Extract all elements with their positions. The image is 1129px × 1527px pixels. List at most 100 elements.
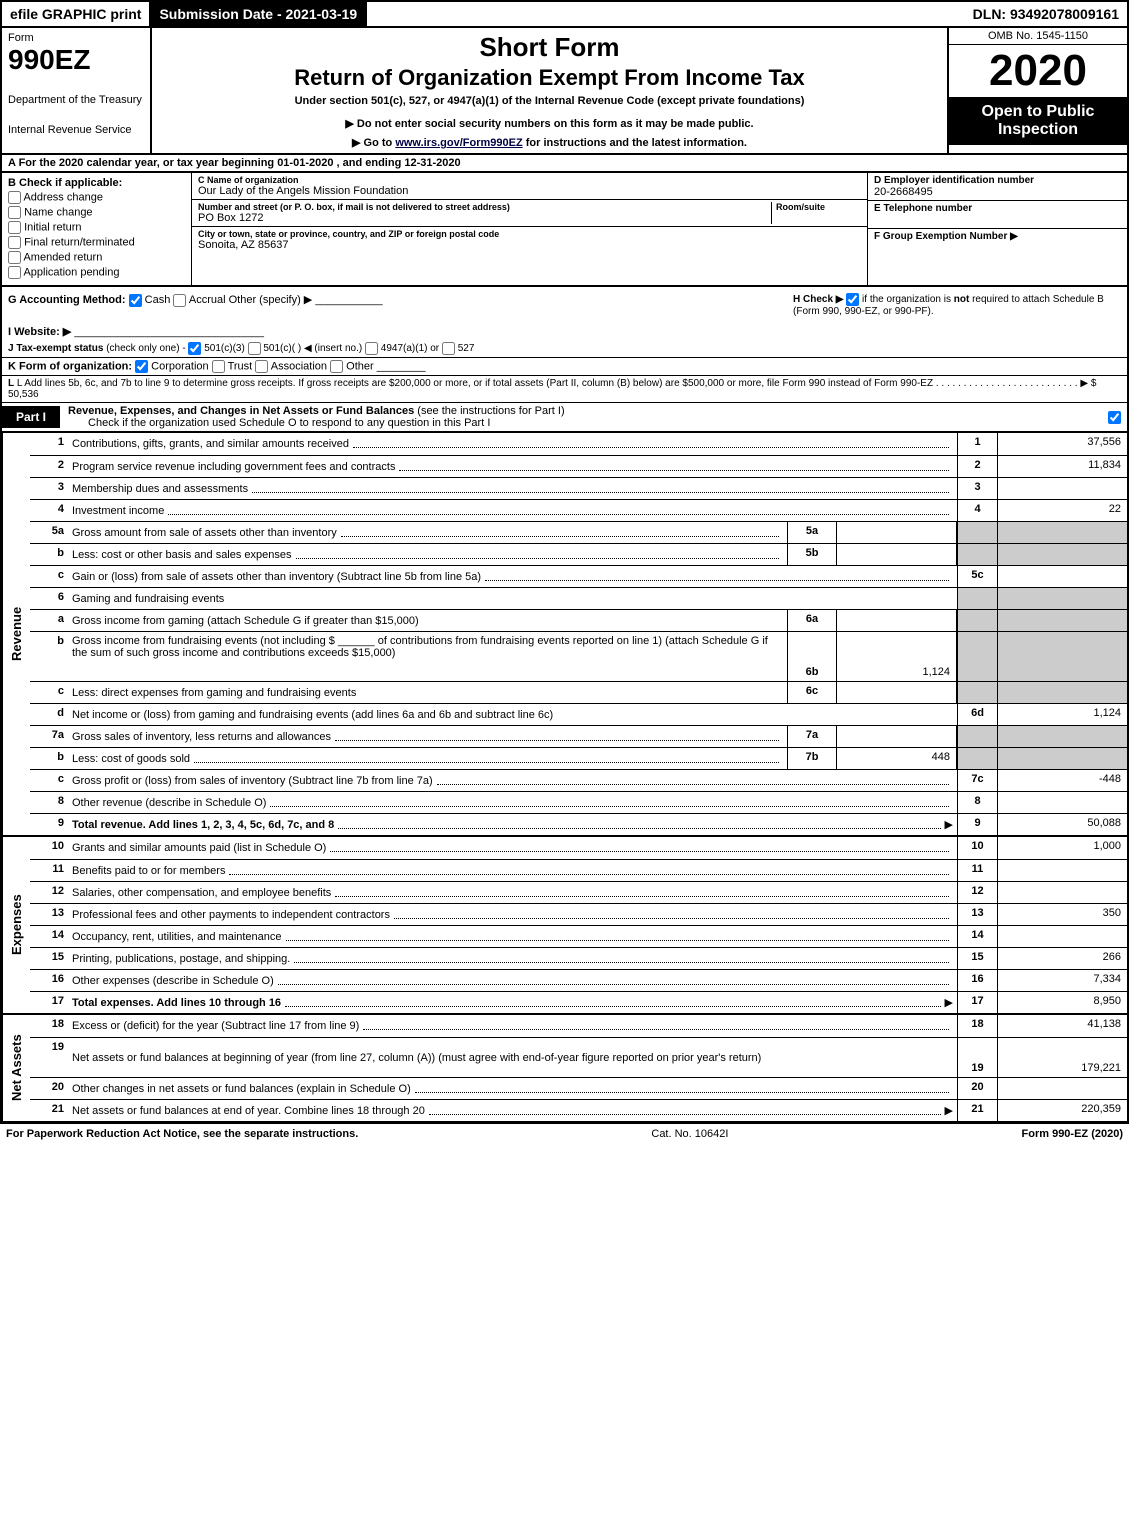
l9-desc: Total revenue. Add lines 1, 2, 3, 4, 5c,… [72,819,334,831]
section-l: L L Add lines 5b, 6c, and 7b to line 9 t… [0,376,1129,403]
chk-address-change[interactable]: Address change [8,191,185,204]
l3-val [997,478,1127,499]
group-exempt-lbl: F Group Exemption Number ▶ [874,231,1121,242]
l4-val: 22 [997,500,1127,521]
l3-rno: 3 [957,478,997,499]
l7b-no: b [30,748,68,769]
l17-no: 17 [30,992,68,1013]
l5a-rval [997,522,1127,543]
l6c-rval [997,682,1127,703]
l5b-rno [957,544,997,565]
l17-rno: 17 [957,992,997,1013]
chk-final-return[interactable]: Final return/terminated [8,236,185,249]
l5a-mval [837,522,957,543]
l6c-mval [837,682,957,703]
l14-val [997,926,1127,947]
l18-no: 18 [30,1015,68,1037]
chk-corp[interactable] [135,360,148,373]
row-a-tax-year: A For the 2020 calendar year, or tax yea… [0,155,1129,173]
chk-accrual[interactable] [173,294,186,307]
l16-desc: Other expenses (describe in Schedule O) [72,975,274,987]
chk-assoc[interactable] [255,360,268,373]
l6a-mid: 6a [787,610,837,631]
subtitle-ssn: ▶ Do not enter social security numbers o… [160,117,939,130]
k-lbl: K Form of organization: [8,360,132,372]
chk-501c[interactable] [248,342,261,355]
chk-initial-return[interactable]: Initial return [8,221,185,234]
efile-label[interactable]: efile GRAPHIC print [2,2,149,26]
line-18: 18Excess or (deficit) for the year (Subt… [30,1015,1127,1037]
subtitle-section: Under section 501(c), 527, or 4947(a)(1)… [160,95,939,107]
ein-cell: D Employer identification number 20-2668… [868,173,1127,201]
line-6c: cLess: direct expenses from gaming and f… [30,681,1127,703]
l8-rno: 8 [957,792,997,813]
l13-rno: 13 [957,904,997,925]
l18-rno: 18 [957,1015,997,1037]
line-21: 21Net assets or fund balances at end of … [30,1099,1127,1121]
chk-application-pending[interactable]: Application pending [8,266,185,279]
l15-desc: Printing, publications, postage, and shi… [72,953,290,965]
chk-name-change[interactable]: Name change [8,206,185,219]
l4-desc: Investment income [72,505,164,517]
l6a-desc: Gross income from gaming (attach Schedul… [72,615,419,627]
submission-date: Submission Date - 2021-03-19 [149,2,367,26]
chk-trust[interactable] [212,360,225,373]
line-5a: 5aGross amount from sale of assets other… [30,521,1127,543]
line-20: 20Other changes in net assets or fund ba… [30,1077,1127,1099]
title-return: Return of Organization Exempt From Incom… [160,65,939,91]
l7c-val: -448 [997,770,1127,791]
cash-lbl: Cash [145,294,171,306]
part1-checkbox[interactable] [1102,409,1127,426]
chk-501c3[interactable] [188,342,201,355]
l6c-desc: Less: direct expenses from gaming and fu… [72,687,356,699]
l6b-desc1: Gross income from fundraising events (no… [72,635,335,647]
chk-schedule-b[interactable] [846,293,859,306]
chk-cash[interactable] [129,294,142,307]
l10-no: 10 [30,837,68,859]
addr-lbl: Number and street (or P. O. box, if mail… [198,202,771,212]
form-word: Form [8,32,144,44]
l6b-mid: 6b [787,632,837,681]
chk-527[interactable] [442,342,455,355]
line-4: 4Investment income422 [30,499,1127,521]
line-1: 1Contributions, gifts, grants, and simil… [30,433,1127,455]
expenses-sidelabel: Expenses [2,837,30,1013]
l5b-mid: 5b [787,544,837,565]
city-lbl: City or town, state or province, country… [198,229,861,239]
chk-other[interactable] [330,360,343,373]
part1-title: Revenue, Expenses, and Changes in Net As… [60,403,1102,431]
part1-title-main: Revenue, Expenses, and Changes in Net As… [68,405,414,417]
l5a-mid: 5a [787,522,837,543]
l6b-rno [957,632,997,681]
l3-desc: Membership dues and assessments [72,483,248,495]
org-city-cell: City or town, state or province, country… [192,227,867,253]
chk-4947[interactable] [365,342,378,355]
l6c-mid: 6c [787,682,837,703]
irs-link[interactable]: www.irs.gov/Form990EZ [395,137,522,149]
l6d-val: 1,124 [997,704,1127,725]
l5a-rno [957,522,997,543]
l19-desc: Net assets or fund balances at beginning… [72,1052,761,1064]
revenue-table: Revenue 1Contributions, gifts, grants, a… [0,433,1129,837]
l6-rval [997,588,1127,609]
section-j: J Tax-exempt status (check only one) - 5… [0,340,1129,358]
line-16: 16Other expenses (describe in Schedule O… [30,969,1127,991]
org-city: Sonoita, AZ 85637 [198,239,861,251]
l19-rno: 19 [957,1038,997,1077]
l16-val: 7,334 [997,970,1127,991]
footer-catno: Cat. No. 10642I [358,1128,1021,1140]
footer-formno: Form 990-EZ (2020) [1022,1128,1123,1140]
block-bcd: B Check if applicable: Address change Na… [0,173,1129,287]
h-forms: (Form 990, 990-EZ, or 990-PF). [793,306,934,317]
h-mid: if the organization is [862,294,954,305]
chk-amended-return[interactable]: Amended return [8,251,185,264]
j-small: (check only one) - [106,343,185,354]
col-b-checkboxes: B Check if applicable: Address change Na… [2,173,192,285]
line-10: 10Grants and similar amounts paid (list … [30,837,1127,859]
l9-rno: 9 [957,814,997,835]
line-8: 8Other revenue (describe in Schedule O)8 [30,791,1127,813]
l12-desc: Salaries, other compensation, and employ… [72,887,331,899]
h-sched: required to attach Schedule B [972,294,1104,305]
k-trust: Trust [228,360,253,372]
chk-initial-return-lbl: Initial return [24,221,81,233]
